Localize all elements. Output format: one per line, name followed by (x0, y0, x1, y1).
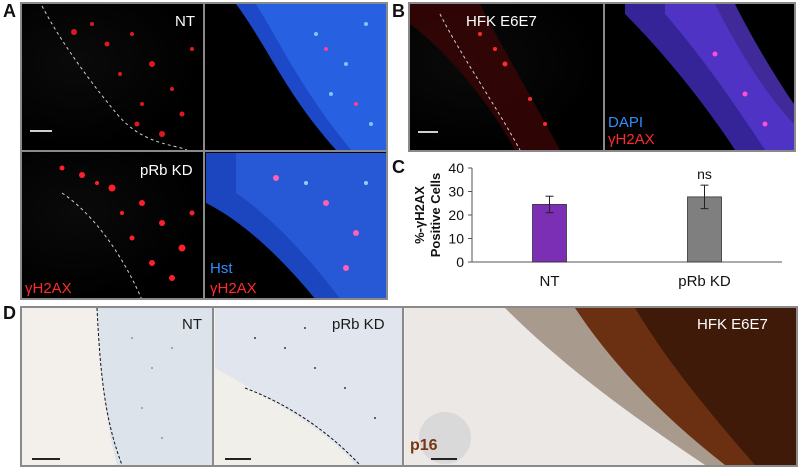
chart-y-axis-label: %-γH2AX Positive Cells (412, 173, 443, 258)
panel-a-vertical-divider (203, 4, 205, 298)
panel-d-nt-micrograph (96, 308, 212, 465)
panel-a-horizontal-divider (22, 150, 386, 152)
scale-bar (225, 458, 251, 460)
panel-b-image-grid: HFK E6E7 DAPI γH2AX (408, 2, 796, 152)
chart-y-label-line-1: %-γH2AX (412, 186, 427, 244)
chart-axes (471, 168, 782, 263)
panel-d-image-grid: NT pRb KD HFK E6E7 p16 (20, 306, 798, 467)
panel-b-merge-micrograph (625, 4, 794, 150)
panel-a-prb-kd-gamma-h2ax-image (22, 153, 203, 298)
panel-d-prb-kd-image (215, 308, 402, 465)
panel-a-nt-merge-image (206, 4, 386, 150)
chart-y-label-line-2: Positive Cells (428, 173, 443, 258)
panel-a-nt-red-micrograph (41, 5, 194, 150)
chart-y-tick-label: 20 (448, 207, 464, 223)
chart-y-tick-label: 10 (448, 231, 464, 247)
chart-error-bars (545, 184, 709, 214)
panel-d-divider-1 (212, 308, 214, 465)
panel-d-nt-label: NT (182, 316, 202, 333)
panel-b-red-micrograph (410, 4, 560, 150)
scale-bar (431, 458, 457, 460)
panel-a-prb-kd-label: pRb KD (140, 162, 193, 179)
scale-bar (32, 458, 60, 460)
panel-a-nt-gamma-h2ax-image (22, 4, 203, 150)
panel-a-prb-kd-red-micrograph (59, 165, 195, 298)
panel-a-prb-kd-merge-image (206, 153, 386, 298)
chart-annotations: ns (697, 166, 712, 182)
panel-a-image-grid: NT pRb KD γH2AX Hst γH2AX (20, 2, 388, 300)
panel-b-vertical-divider (603, 4, 605, 150)
panel-label-a: A (3, 1, 16, 21)
panel-label-c: C (392, 157, 405, 177)
panel-d-prb-kd-label: pRb KD (332, 316, 385, 333)
scale-bar (30, 130, 52, 132)
chart-y-tick-label: 0 (456, 254, 464, 270)
chart-bar-0 (532, 204, 567, 263)
chart-y-ticks: 0 10 20 30 40 (448, 160, 472, 270)
panel-label-d: D (3, 303, 16, 323)
scale-bar (418, 131, 438, 133)
chart-annotation-ns: ns (697, 166, 712, 182)
panel-d-hfk-micrograph (419, 308, 796, 465)
panel-label-b: B (392, 1, 405, 21)
panel-d-p16-label: p16 (410, 437, 438, 454)
panel-d-prb-kd-micrograph (215, 308, 402, 465)
chart-x-tick-label: pRb KD (678, 273, 731, 290)
panel-a-hst-label: Hst (210, 260, 233, 277)
panel-b-merge-image (605, 4, 794, 150)
chart-x-tick-label: NT (540, 273, 560, 290)
panel-b-gamma-h2ax-image (410, 4, 603, 150)
panel-a-gamma-h2ax-label-right: γH2AX (210, 280, 257, 297)
panel-d-nt-image (22, 308, 212, 465)
chart-bars (532, 196, 722, 263)
chart-x-tick-labels: NT pRb KD (540, 273, 731, 290)
panel-a-gamma-h2ax-label-left: γH2AX (25, 280, 72, 297)
panel-d-hfk-image (405, 308, 796, 465)
panel-a-nt-merge-micrograph (236, 4, 386, 150)
panel-c-bar-chart: %-γH2AX Positive Cells 0 10 20 30 40 NT pRb KD… (412, 160, 782, 290)
chart-y-tick-label: 40 (448, 160, 464, 176)
panel-b-title-label: HFK E6E7 (466, 13, 537, 30)
chart-y-tick-label: 30 (448, 184, 464, 200)
panel-a-prb-kd-merge-micrograph (206, 153, 386, 298)
panel-b-dapi-label: DAPI (608, 114, 644, 131)
panel-d-divider-2 (402, 308, 404, 465)
panel-a-nt-label: NT (175, 13, 195, 30)
panel-d-hfk-label: HFK E6E7 (697, 316, 768, 333)
panel-b-gamma-h2ax-label: γH2AX (608, 131, 655, 148)
